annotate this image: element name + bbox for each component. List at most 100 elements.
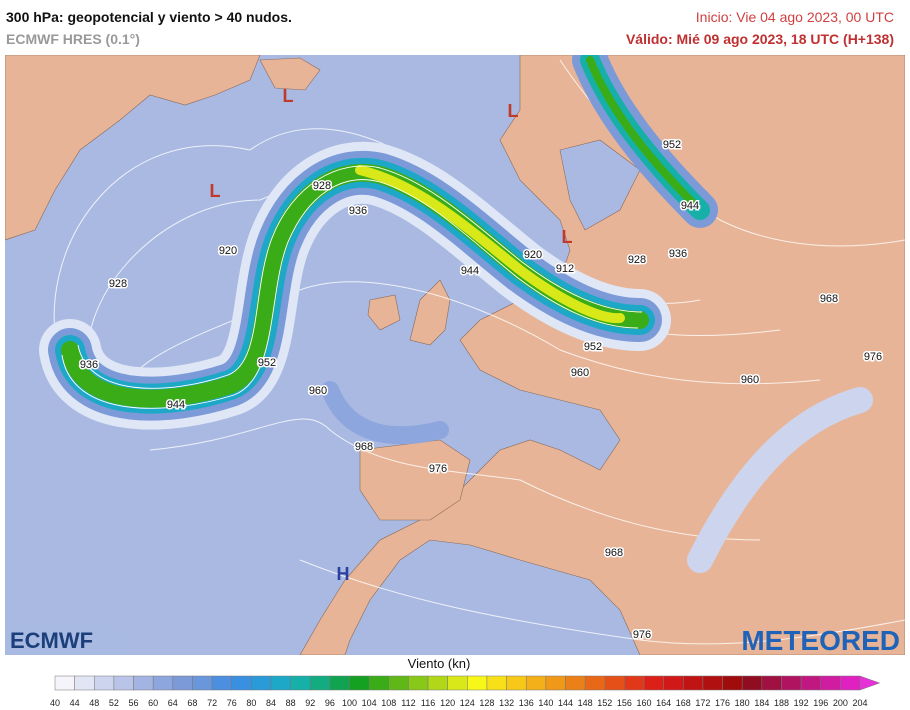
colorbar-bin [702,675,723,691]
colorbar-tick-label: 56 [129,698,139,708]
colorbar-tick-label: 188 [774,698,789,708]
contour-label: 944 [681,200,699,212]
contour-label: 920 [219,245,237,257]
colorbar-tick-label: 40 [50,698,60,708]
colorbar-bin [172,675,193,691]
contour-label: 936 [80,359,98,371]
colorbar-tick-label: 148 [578,698,593,708]
colorbar-bin [800,675,821,691]
colorbar-tick-label: 184 [754,698,769,708]
colorbar-tick-label: 68 [187,698,197,708]
colorbar-bin [388,675,409,691]
contour-label: 968 [605,547,623,559]
colorbar-bin [761,675,782,691]
contour-label: 912 [556,263,574,275]
low-pressure: L [210,181,221,201]
contour-label: 976 [633,629,651,641]
colorbar-bin [467,675,488,691]
contour-label: 960 [741,374,759,386]
colorbar-tick-label: 136 [519,698,534,708]
colorbar-tick-label: 140 [538,698,553,708]
contour-label: 944 [167,399,185,411]
colorbar-bin [427,675,448,691]
colorbar-tick-label: 144 [558,698,573,708]
colorbar-bin [133,675,154,691]
colorbar-tick-label: 180 [735,698,750,708]
contour-label: 936 [349,205,367,217]
colorbar-bin [643,675,664,691]
contour-label: 952 [584,341,602,353]
colorbar-tick-label: 132 [499,698,514,708]
contour-label: 960 [309,385,327,397]
colorbar-tick-label: 64 [168,698,178,708]
contour-label: 928 [628,254,646,266]
colorbar-bin [54,675,75,691]
logo-ecmwf: ECMWF [10,628,93,653]
colorbar-tick-label: 124 [460,698,475,708]
contour-label: 960 [571,367,589,379]
colorbar-bin [525,675,547,691]
jet-isobars [61,165,643,409]
logo-bg [5,625,125,655]
colorbar-bin [781,675,802,691]
colorbar-title: Viento (kn) [408,656,471,671]
colorbar-bin [270,675,291,691]
colorbar-tick-label: 104 [362,698,377,708]
contour-label: 920 [524,249,542,261]
colorbar-tick-label: 44 [70,698,80,708]
colorbar: 40 44 48 52 56 60 64 68 72 76 80 84 88 92 96 100 104 108 1… [50,675,881,708]
colorbar-bin [192,675,213,691]
colorbar-bin [349,675,370,691]
colorbar-tick-label: 112 [401,698,415,708]
colorbar-bin [329,675,350,691]
colorbar-bin [840,675,861,691]
colorbar-bin [604,675,625,691]
colorbar-bin [74,675,95,691]
colorbar-bin [506,675,527,691]
colorbar-bin [309,675,331,691]
colorbar-bin [545,675,566,691]
colorbar-tick-label: 152 [597,698,612,708]
title: 300 hPa: geopotencial y viento > 40 nudo… [6,9,292,25]
colorbar-tick-label: 160 [637,698,652,708]
colorbar-bin [584,675,606,691]
logo-meteored: METEORED [741,625,900,656]
colorbar-tick-label: 196 [813,698,828,708]
colorbar-tick-label: 120 [440,698,455,708]
colorbar-bin [290,675,311,691]
colorbar-arrow [859,675,881,691]
low-pressure: L [562,227,573,247]
contour-label: 928 [109,278,127,290]
colorbar-tick-label: 192 [794,698,809,708]
colorbar-bin [152,675,174,691]
colorbar-bin [251,675,272,691]
land [5,55,905,655]
colorbar-tick-label: 176 [715,698,730,708]
colorbar-bin [211,675,232,691]
low-pressure: L [283,86,294,106]
colorbar-tick-label: 168 [676,698,691,708]
colorbar-tick-label: 108 [381,698,396,708]
colorbar-tick-label: 204 [852,698,867,708]
colorbar-bin [722,675,743,691]
colorbar-tick-label: 164 [656,698,671,708]
subtitle: ECMWF HRES (0.1°) [6,31,140,47]
colorbar-tick-label: 96 [325,698,335,708]
colorbar-bin [408,675,429,691]
low-pressure: L [508,101,519,121]
colorbar-tick-label: 156 [617,698,632,708]
contour-label: 952 [258,357,276,369]
colorbar-tick-label: 80 [246,698,256,708]
colorbar-tick-label: 52 [109,698,119,708]
colorbar-bin [486,675,507,691]
high-pressure: H [337,564,350,584]
colorbar-tick-label: 92 [305,698,315,708]
colorbar-bin [624,675,645,691]
contour-label: 976 [864,351,882,363]
map-labels: 928 936 920 928 936 944 952 960 968 976 944 920 912 9… [78,86,883,643]
valid-time: Válido: Mié 09 ago 2023, 18 UTC (H+138) [625,31,894,47]
colorbar-bin [565,675,586,691]
colorbar-tick-label: 88 [286,698,296,708]
colorbar-bin [94,675,115,691]
